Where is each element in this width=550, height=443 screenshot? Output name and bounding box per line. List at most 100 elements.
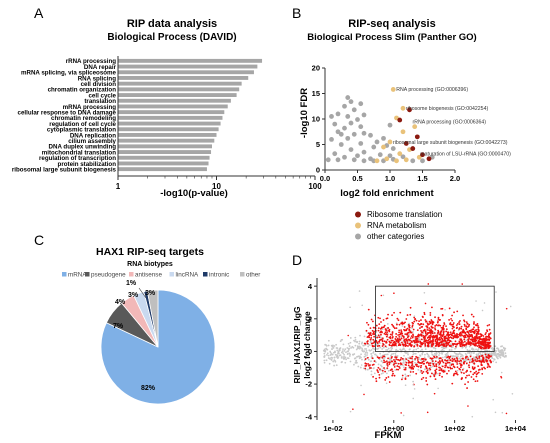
red-point bbox=[409, 313, 412, 316]
red-point bbox=[407, 374, 410, 377]
red-point bbox=[441, 365, 444, 368]
red-point bbox=[489, 332, 492, 334]
gray-point bbox=[435, 354, 438, 357]
red-point bbox=[443, 370, 446, 373]
red-point bbox=[423, 335, 426, 338]
gray-point bbox=[472, 348, 475, 351]
red-point bbox=[462, 362, 465, 365]
red-point bbox=[450, 323, 453, 326]
red-point bbox=[395, 362, 397, 365]
red-point bbox=[445, 330, 448, 333]
gray-point bbox=[438, 354, 440, 357]
outlier-point bbox=[413, 388, 416, 390]
gray-point bbox=[400, 335, 402, 338]
red-point bbox=[480, 338, 482, 341]
legend-label: other bbox=[246, 272, 260, 279]
red-point bbox=[465, 362, 468, 365]
point-other bbox=[377, 152, 383, 158]
gray-point bbox=[350, 347, 352, 349]
red-point bbox=[389, 333, 392, 336]
red-point bbox=[476, 372, 479, 375]
gray-point bbox=[504, 352, 507, 355]
gray-point bbox=[411, 358, 414, 361]
category-label: translation bbox=[84, 98, 116, 105]
gray-point bbox=[349, 341, 352, 344]
gray-point bbox=[364, 353, 366, 356]
red-point bbox=[459, 359, 462, 362]
gray-point bbox=[476, 349, 479, 352]
gray-point bbox=[323, 348, 326, 351]
red-point bbox=[431, 342, 434, 344]
gray-point bbox=[469, 360, 471, 362]
gray-point bbox=[356, 361, 358, 364]
gray-point bbox=[360, 342, 363, 345]
red-point bbox=[484, 353, 487, 356]
red-point bbox=[430, 372, 433, 375]
red-point bbox=[451, 325, 454, 328]
red-point bbox=[383, 326, 385, 328]
gray-point bbox=[329, 354, 332, 356]
gray-point bbox=[327, 339, 330, 342]
red-point bbox=[394, 360, 397, 363]
gray-point bbox=[496, 347, 498, 350]
red-point bbox=[373, 345, 376, 348]
gray-point bbox=[430, 351, 433, 354]
gray-point bbox=[492, 360, 495, 363]
red-point bbox=[456, 359, 459, 362]
red-point bbox=[453, 358, 455, 361]
red-point bbox=[429, 375, 432, 378]
gray-point bbox=[464, 352, 467, 355]
gray-point bbox=[419, 338, 421, 341]
gray-point bbox=[394, 352, 397, 355]
red-point bbox=[476, 345, 479, 348]
red-point bbox=[443, 344, 446, 347]
y-tick-label: 20 bbox=[312, 64, 320, 73]
red-point bbox=[485, 336, 487, 339]
red-point bbox=[431, 345, 433, 348]
red-point bbox=[370, 337, 373, 339]
gray-point bbox=[327, 354, 330, 357]
red-point bbox=[450, 333, 453, 336]
red-point bbox=[429, 338, 431, 340]
outlier-point bbox=[509, 305, 512, 308]
gray-point bbox=[472, 352, 475, 355]
gray-point bbox=[362, 367, 365, 370]
gray-point bbox=[460, 362, 463, 364]
red-point bbox=[424, 319, 427, 321]
gray-point bbox=[434, 347, 437, 350]
red-point bbox=[480, 342, 483, 344]
red-point bbox=[431, 343, 433, 346]
red-point bbox=[424, 365, 427, 368]
red-point bbox=[460, 378, 463, 381]
red-point bbox=[463, 338, 466, 341]
red-point bbox=[398, 331, 400, 334]
red-point bbox=[458, 360, 461, 363]
red-point bbox=[443, 337, 446, 340]
red-point bbox=[468, 335, 471, 338]
red-point bbox=[398, 335, 401, 338]
red-point bbox=[417, 365, 420, 368]
red-point bbox=[451, 382, 454, 385]
red-point bbox=[463, 323, 466, 326]
red-point bbox=[473, 372, 476, 374]
gray-point bbox=[366, 354, 368, 356]
red-point bbox=[400, 330, 403, 333]
red-point bbox=[368, 367, 371, 369]
outlier-point bbox=[492, 398, 495, 401]
point-other bbox=[325, 157, 331, 163]
red-point bbox=[365, 363, 368, 365]
bar-regulation-of-transcription bbox=[118, 155, 210, 160]
bar-chromatin-remodeling bbox=[118, 115, 223, 120]
gray-point bbox=[335, 354, 338, 357]
red-point bbox=[454, 359, 457, 362]
red-point bbox=[433, 336, 436, 339]
red-point bbox=[438, 374, 441, 377]
gray-point bbox=[392, 352, 395, 355]
red-point bbox=[386, 338, 389, 341]
y-tick-label: 10 bbox=[312, 115, 320, 124]
red-point bbox=[426, 326, 429, 328]
red-point bbox=[430, 328, 432, 331]
red-point bbox=[395, 340, 398, 343]
red-point bbox=[440, 368, 443, 371]
red-point bbox=[452, 374, 455, 377]
